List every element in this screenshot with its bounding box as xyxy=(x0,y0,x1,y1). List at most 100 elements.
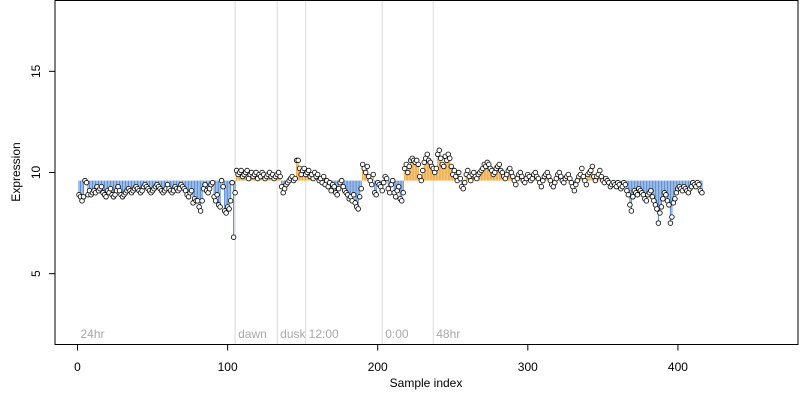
data-point-385 xyxy=(654,206,660,212)
data-point-89 xyxy=(209,179,216,186)
data-point-253 xyxy=(456,169,462,176)
y-tick-label-0: 5 xyxy=(29,270,43,277)
annotation-label-1: dawn xyxy=(238,327,267,341)
data-point-209 xyxy=(390,177,396,184)
data-point-219 xyxy=(405,169,411,176)
data-point-95 xyxy=(218,177,225,184)
plot-frame xyxy=(54,0,799,345)
data-point-386 xyxy=(655,220,662,226)
data-point-367 xyxy=(627,202,633,208)
data-point-102 xyxy=(229,179,235,186)
data-point-226 xyxy=(415,161,421,168)
data-point-250 xyxy=(451,167,457,174)
data-point-159 xyxy=(314,171,321,178)
data-point-364 xyxy=(622,181,629,188)
data-point-203 xyxy=(381,179,387,186)
data-point-187 xyxy=(357,194,363,200)
x-tick-label-0: 0 xyxy=(74,360,81,374)
data-point-256 xyxy=(460,185,466,192)
data-point-381 xyxy=(648,188,654,194)
data-point-100 xyxy=(226,206,232,212)
y-tick-label-1: 10 xyxy=(29,166,43,180)
annotation-label-4: 0:00 xyxy=(385,327,409,341)
data-point-247 xyxy=(447,155,453,162)
data-point-397 xyxy=(672,196,678,202)
data-point-241 xyxy=(438,155,444,162)
data-point-layer xyxy=(76,147,705,240)
data-point-366 xyxy=(625,192,632,198)
data-point-378 xyxy=(643,198,650,204)
data-point-18 xyxy=(103,194,109,200)
data-point-172 xyxy=(334,192,340,198)
data-point-211 xyxy=(393,194,399,200)
data-point-393 xyxy=(666,202,672,208)
data-point-146 xyxy=(295,157,301,164)
data-point-75 xyxy=(188,188,195,194)
data-point-229 xyxy=(420,167,426,174)
data-point-389 xyxy=(660,196,666,202)
data-point-347 xyxy=(597,167,603,174)
data-point-98 xyxy=(223,210,229,216)
data-point-202 xyxy=(379,188,385,194)
annotation-label-3: 12:00 xyxy=(309,327,339,341)
data-point-96 xyxy=(220,183,226,190)
data-point-232 xyxy=(424,151,430,157)
data-point-101 xyxy=(227,198,234,204)
data-point-308 xyxy=(538,183,545,190)
data-point-388 xyxy=(658,204,665,210)
data-point-335 xyxy=(579,165,585,172)
data-point-195 xyxy=(369,181,375,188)
data-point-368 xyxy=(628,208,635,214)
data-point-413 xyxy=(696,181,702,188)
data-point-259 xyxy=(465,167,471,174)
data-point-186 xyxy=(355,206,361,212)
data-point-192 xyxy=(364,163,370,170)
data-point-240 xyxy=(436,147,442,153)
data-point-91 xyxy=(212,198,219,204)
data-point-216 xyxy=(400,190,406,196)
data-point-103 xyxy=(230,234,237,240)
data-point-104 xyxy=(232,190,238,196)
data-point-175 xyxy=(338,177,345,184)
data-point-170 xyxy=(331,183,337,190)
data-point-338 xyxy=(583,181,590,188)
data-point-387 xyxy=(657,210,663,216)
data-point-291 xyxy=(513,181,519,188)
data-point-415 xyxy=(699,190,705,196)
data-point-82 xyxy=(199,198,205,204)
x-axis-label: Sample index xyxy=(390,376,463,390)
data-point-205 xyxy=(384,175,390,182)
data-point-15 xyxy=(98,183,105,190)
data-point-5 xyxy=(83,179,90,186)
x-tick-label-1: 100 xyxy=(218,360,238,374)
data-point-254 xyxy=(457,175,463,182)
data-point-163 xyxy=(320,173,327,180)
data-point-3 xyxy=(80,194,87,200)
y-axis-label: Expression xyxy=(9,142,23,201)
data-point-196 xyxy=(370,171,376,178)
data-point-330 xyxy=(571,188,578,194)
annotation-label-0: 24hr xyxy=(81,327,105,341)
data-point-150 xyxy=(301,165,307,172)
annotation-label-2: dusk xyxy=(280,327,306,341)
data-point-261 xyxy=(468,177,474,184)
data-point-173 xyxy=(335,185,342,192)
data-point-213 xyxy=(396,183,402,190)
data-point-21 xyxy=(107,185,114,192)
data-point-81 xyxy=(197,208,204,214)
data-point-391 xyxy=(663,192,669,198)
data-point-188 xyxy=(358,185,364,192)
data-point-153 xyxy=(305,167,312,174)
data-point-228 xyxy=(418,177,424,184)
annotation-label-5: 48hr xyxy=(436,327,460,341)
y-tick-label-2: 15 xyxy=(29,64,43,78)
data-point-372 xyxy=(634,192,641,198)
data-point-207 xyxy=(387,190,393,196)
x-tick-label-4: 400 xyxy=(668,360,688,374)
data-point-112 xyxy=(244,167,250,174)
data-point-84 xyxy=(202,181,208,188)
data-point-92 xyxy=(214,192,220,198)
data-point-191 xyxy=(363,169,369,176)
data-point-144 xyxy=(292,175,298,182)
